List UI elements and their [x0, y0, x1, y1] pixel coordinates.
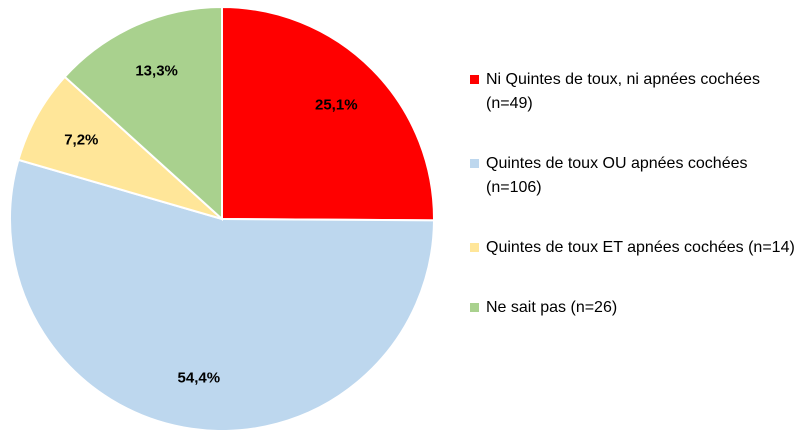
legend-item: Ne sait pas (n=26)	[470, 296, 801, 320]
legend: Ni Quintes de toux, ni apnées cochées (n…	[470, 68, 800, 356]
legend-item: Quintes de toux OU apnées cochées (n=106…	[470, 152, 801, 200]
legend-swatch	[470, 75, 479, 84]
legend-label: Quintes de toux ET apnées cochées (n=14)	[486, 239, 795, 256]
legend-label: Ne sait pas (n=26)	[486, 299, 618, 316]
legend-label: Quintes de toux OU apnées cochées (n=106…	[486, 155, 748, 196]
legend-label: Ni Quintes de toux, ni apnées cochées (n…	[486, 71, 760, 112]
legend-swatch	[470, 159, 479, 168]
legend-swatch	[470, 243, 479, 252]
pie-slice	[63, 5, 223, 222]
pie-area: 25,1% 54,4% 7,2% 13,3%	[9, 5, 436, 430]
legend-swatch	[470, 303, 479, 312]
data-label: 13,3%	[135, 63, 178, 80]
pie-slice	[221, 5, 435, 222]
data-label: 54,4%	[178, 369, 221, 386]
legend-item: Ni Quintes de toux, ni apnées cochées (n…	[470, 68, 801, 116]
legend-item: Quintes de toux ET apnées cochées (n=14)	[470, 236, 801, 260]
pie-slice	[9, 158, 436, 430]
data-label: 7,2%	[64, 131, 98, 148]
data-label: 25,1%	[315, 96, 358, 113]
